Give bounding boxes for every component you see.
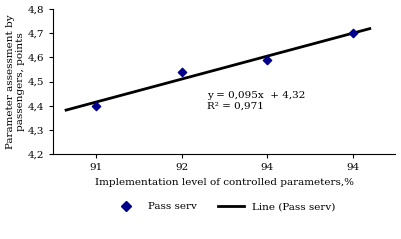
Point: [93, 104, 99, 108]
Point: [264, 58, 270, 62]
Point: [178, 70, 185, 74]
X-axis label: Implementation level of controlled parameters,%: Implementation level of controlled param…: [95, 178, 354, 187]
Y-axis label: Parameter assessment by
passengers, points: Parameter assessment by passengers, poin…: [6, 14, 25, 149]
Point: [349, 31, 356, 35]
Text: y = 0,095x  + 4,32
R² = 0,971: y = 0,095x + 4,32 R² = 0,971: [207, 91, 306, 111]
Legend: Pass serv, Line (Pass serv): Pass serv, Line (Pass serv): [109, 198, 339, 216]
